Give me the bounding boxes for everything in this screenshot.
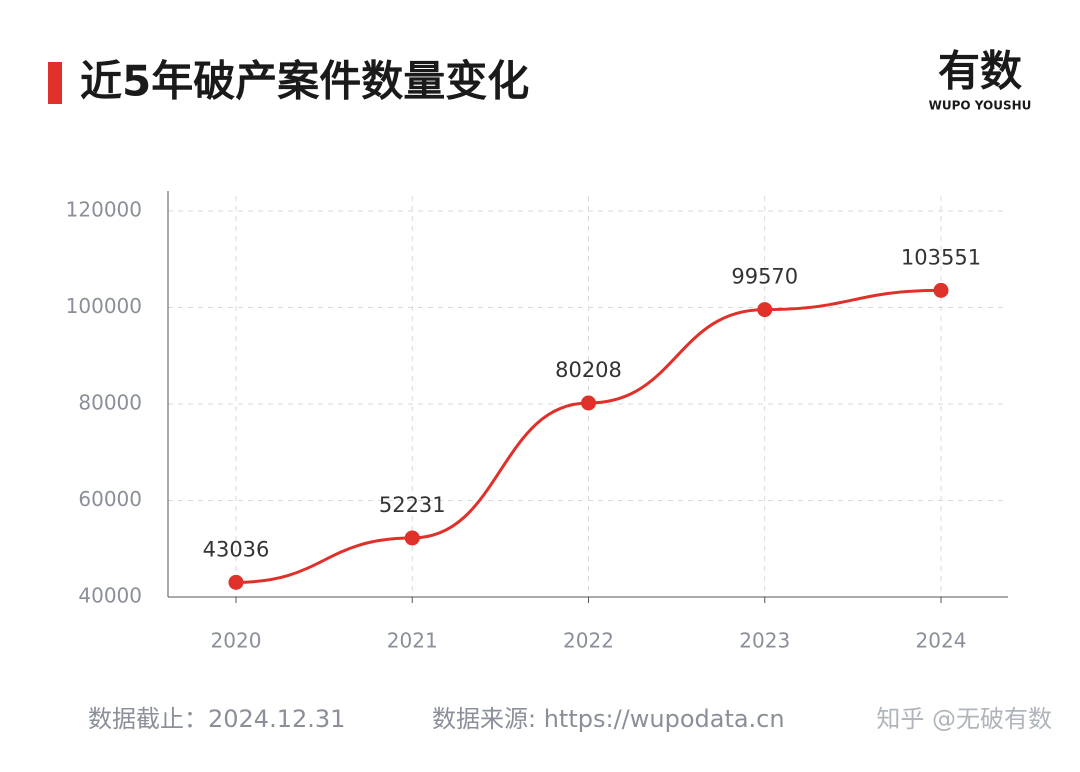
y-tick-label: 120000 (66, 198, 142, 222)
chart-title: 近5年破产案件数量变化 (80, 57, 529, 106)
footer-date: 数据截止：2024.12.31 (88, 705, 345, 733)
data-label: 52231 (379, 493, 446, 517)
data-label: 80208 (555, 358, 622, 382)
y-tick-label: 60000 (78, 487, 142, 511)
data-label: 43036 (203, 537, 270, 561)
y-tick-label: 80000 (78, 391, 142, 415)
footer-source: 数据来源: https://wupodata.cn (432, 705, 785, 733)
x-tick-label: 2023 (739, 629, 790, 653)
x-tick-label: 2022 (563, 629, 614, 653)
data-point (228, 574, 244, 590)
title-marker (48, 62, 62, 104)
data-point (757, 302, 773, 318)
x-tick-label: 2021 (387, 629, 438, 653)
data-point (404, 530, 420, 546)
data-label: 103551 (901, 245, 981, 269)
logo: 有数 (938, 47, 1022, 96)
watermark: 知乎 @无破有数 (876, 705, 1052, 733)
x-tick-label: 2024 (916, 629, 967, 653)
data-point (933, 282, 949, 298)
y-tick-label: 40000 (78, 584, 142, 608)
data-label: 99570 (731, 265, 798, 289)
data-point (581, 395, 596, 411)
y-tick-label: 100000 (66, 294, 142, 318)
logo-subtitle: WUPO YOUSHU (929, 99, 1032, 113)
x-tick-label: 2020 (211, 629, 262, 653)
